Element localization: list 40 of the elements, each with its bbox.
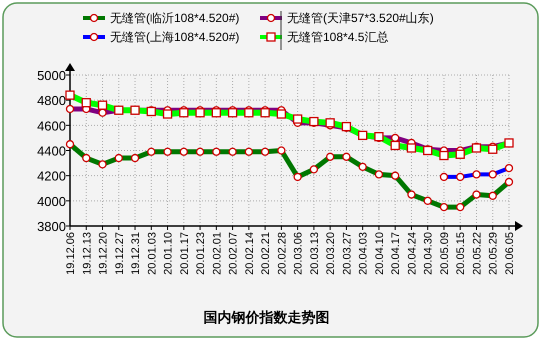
x-tick-label: 20.04.30 [422,232,435,275]
x-tick-label: 20.02.28 [276,232,288,275]
y-tick-label: 5000 [37,68,66,83]
y-tick-label: 4400 [37,144,66,158]
x-tick-label: 20.03.13 [308,232,321,275]
legend-label: 无缝管(临沂108*4.520#) [110,11,240,25]
y-tick-label: 4800 [37,93,66,108]
x-tick-label: 20.05.22 [471,232,484,275]
x-tick-label: 19.12.13 [81,232,94,275]
x-tick-label: 20.04.10 [374,232,386,275]
x-tick-label: 20.02.14 [244,232,256,275]
y-tick-label: 3800 [37,219,66,234]
x-tick-label: 20.03.20 [325,232,338,275]
x-tick-label: 20.03.06 [292,232,305,275]
x-tick-label: 20.05.09 [438,232,451,275]
y-tick-label: 4600 [37,118,66,134]
x-tick-label: 20.01.03 [146,232,158,275]
x-tick-label: 20.05.29 [488,232,500,275]
x-tick-label: 19.12.06 [65,232,77,275]
y-tick-label: 4200 [37,168,66,184]
x-tick-label: 20.03.27 [341,232,354,275]
x-tick-label: 20.02.21 [260,232,272,275]
legend-label: 无缝管(天津57*3.520#山东) [287,11,434,25]
x-tick-label: 19.12.20 [98,232,110,275]
x-tick-label: 20.02.07 [228,232,240,275]
y-tick-label: 4000 [37,194,66,209]
x-tick-label: 20.01.10 [162,232,175,275]
x-tick-label: 20.04.03 [358,232,370,275]
legend-label: 无缝管108*4.5汇总 [287,30,388,44]
x-tick-label: 20.01.23 [195,232,208,275]
x-tick-label: 20.02.01 [211,232,224,275]
text: 国内钢价指数走势图 [204,309,330,325]
x-tick-label: 19.12.27 [114,232,126,275]
x-tick-label: 20.04.24 [406,232,418,275]
x-tick-label: 19.12.31 [130,232,142,275]
x-tick-label: 20.06.05 [504,232,516,275]
x-tick-label: 20.04.17 [390,232,402,275]
legend-label: 无缝管(上海108*4.520#) [110,30,240,44]
x-tick-label: 20.05.15 [455,232,468,275]
x-tick-label: 20.01.17 [178,232,191,275]
